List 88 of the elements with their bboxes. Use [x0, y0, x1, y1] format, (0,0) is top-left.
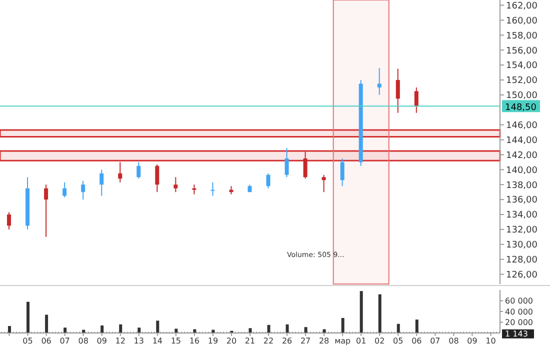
- bar: [415, 320, 418, 333]
- candlestick: [414, 86, 418, 114]
- bar: [378, 294, 382, 333]
- bar: [322, 329, 326, 333]
- bar: [360, 291, 363, 333]
- x-tick-label: 26: [282, 336, 292, 346]
- y-tick-label: 152,00: [506, 76, 538, 86]
- candlestick: [118, 162, 122, 183]
- candlestick: [100, 169, 104, 196]
- candlestick: [136, 162, 141, 180]
- x-tick-label: 08: [448, 336, 459, 346]
- candlestick: [81, 180, 86, 200]
- candlestick: [155, 164, 160, 193]
- candlestick: [396, 68, 400, 114]
- x-tick-label: 15: [170, 336, 182, 346]
- x-tick-label: 06: [412, 336, 422, 346]
- y-tick-label: 134,00: [506, 210, 538, 221]
- x-tick-label: 12: [115, 336, 126, 346]
- y-tick-label: 126,00: [506, 270, 538, 280]
- bar: [396, 324, 400, 333]
- y-tick-label: 40 000: [505, 307, 533, 316]
- x-tick-label: мар: [334, 336, 351, 346]
- y-tick-label: 132,00: [506, 226, 538, 236]
- bar: [119, 324, 122, 333]
- candlestick: [7, 212, 11, 230]
- x-tick-label: 27: [300, 336, 311, 346]
- x-tick-label: 28: [318, 336, 330, 346]
- x-tick-label: 05: [393, 336, 404, 346]
- y-tick-label: 158,00: [506, 31, 538, 42]
- x-tick-label: 16: [189, 336, 200, 346]
- bar: [26, 302, 30, 333]
- bar: [286, 324, 289, 333]
- x-tick-label: 09: [96, 336, 107, 346]
- x-tick-label: 21: [244, 336, 256, 346]
- y-tick-label: 142,00: [506, 150, 538, 161]
- y-tick-label: 128,00: [506, 256, 538, 266]
- candlestick: [284, 147, 289, 178]
- bar: [248, 328, 252, 333]
- y-tick-label: 136,00: [506, 196, 538, 206]
- bar: [100, 325, 104, 333]
- x-tick-label: 07: [430, 336, 440, 346]
- bar: [174, 328, 178, 333]
- candlestick: [377, 68, 382, 96]
- y-tick-label: 138,00: [506, 180, 538, 191]
- x-tick-label: 08: [78, 336, 88, 346]
- bar: [45, 314, 48, 333]
- candlestick: [322, 174, 326, 193]
- bar: [8, 326, 11, 333]
- x-tick-label: 05: [22, 336, 33, 346]
- candlestick: [174, 176, 178, 193]
- ref-line-label: 1 143: [505, 329, 528, 338]
- bar: [156, 320, 160, 333]
- y-tick-label: 156,00: [506, 46, 538, 56]
- x-tick-label: 09: [467, 336, 478, 346]
- bar: [138, 328, 141, 333]
- x-tick-label: 22: [263, 336, 274, 346]
- candlestick: [62, 182, 67, 198]
- bar: [304, 327, 308, 333]
- x-tick-label: 19: [208, 336, 218, 346]
- bar: [267, 324, 270, 333]
- candlestick: [210, 182, 215, 196]
- y-tick-label: 60 000: [505, 296, 533, 306]
- bar: [341, 318, 344, 333]
- x-tick-label: 02: [374, 336, 385, 346]
- x-tick-label: 14: [152, 336, 162, 346]
- bar: [64, 328, 67, 333]
- y-tick-label: 162,00: [506, 1, 538, 12]
- x-tick-label: 20: [226, 336, 237, 346]
- y-tick-label: 140,00: [506, 166, 538, 176]
- candlestick: [44, 184, 48, 238]
- candlestick: [192, 184, 196, 195]
- candlestick: [340, 158, 344, 187]
- x-tick-label: 13: [134, 336, 144, 346]
- y-tick-label: 20 000: [505, 318, 533, 328]
- candlestick: [303, 151, 308, 180]
- y-tick-label: 150,00: [506, 91, 538, 102]
- bar: [193, 329, 196, 333]
- x-tick-label: 10: [486, 336, 496, 346]
- y-tick-label: 160,00: [506, 16, 538, 26]
- x-tick-label: 07: [60, 336, 70, 346]
- y-tick-label: 130,00: [506, 240, 538, 251]
- y-tick-label: 144,00: [506, 136, 538, 146]
- x-tick-label: 01: [356, 336, 366, 346]
- candlestick: [266, 172, 270, 189]
- y-tick-label: 146,00: [506, 121, 538, 132]
- ref-line-label: 148,50: [505, 103, 537, 114]
- y-tick-label: 154,00: [506, 61, 538, 72]
- x-tick-label: 06: [41, 336, 52, 346]
